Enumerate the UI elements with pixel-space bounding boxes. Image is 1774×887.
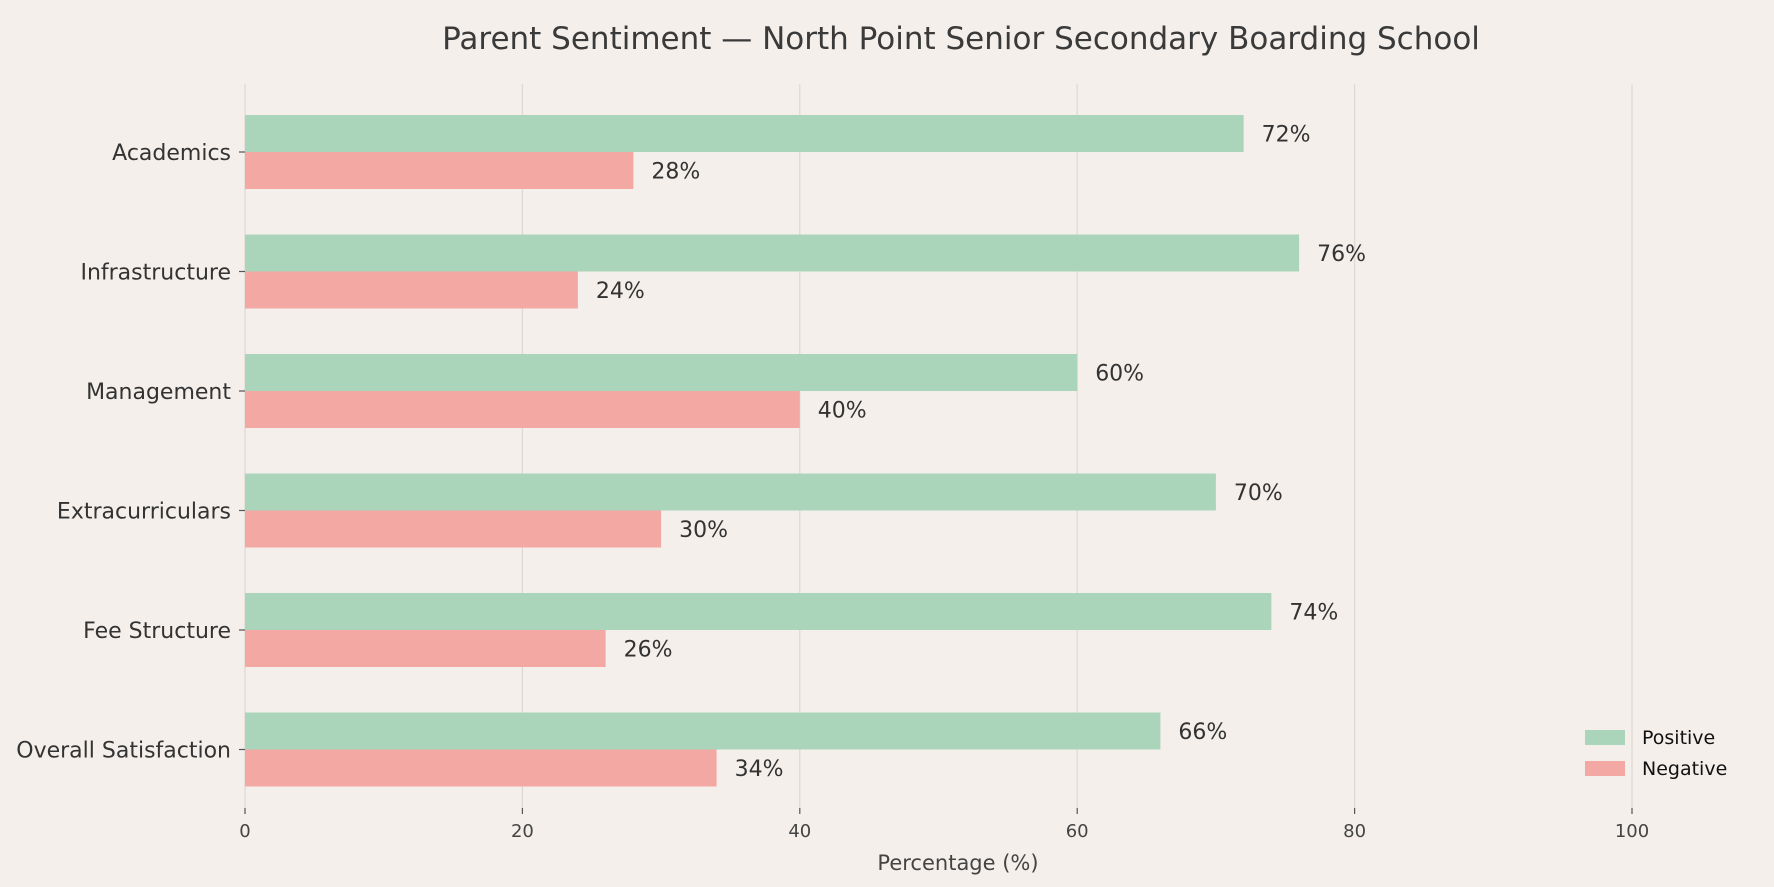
bar-positive — [245, 712, 1161, 750]
category-label: Extracurriculars — [57, 500, 231, 525]
bar-negative — [245, 271, 578, 309]
category-label: Management — [86, 380, 231, 405]
data-label-negative: 26% — [624, 638, 673, 663]
legend-item-positive[interactable]: Positive — [1585, 727, 1715, 749]
x-tick-label: 100 — [1615, 821, 1649, 842]
category-label: Overall Satisfaction — [16, 739, 231, 764]
bar-negative — [245, 630, 606, 667]
legend-swatch — [1585, 730, 1625, 745]
legend-item-negative[interactable]: Negative — [1585, 758, 1727, 780]
category-label: Fee Structure — [83, 619, 231, 644]
chart-title: Parent Sentiment — North Point Senior Se… — [442, 21, 1480, 57]
bar-positive — [245, 115, 1244, 152]
bar-negative — [245, 391, 800, 428]
legend-label: Positive — [1642, 727, 1715, 749]
x-axis-label: Percentage (%) — [877, 851, 1038, 875]
bar-positive — [245, 473, 1216, 511]
bars — [245, 115, 1300, 787]
data-label-positive: 74% — [1289, 601, 1338, 626]
data-label-negative: 34% — [735, 757, 784, 782]
category-axis: Academics Infrastructure Management Extracu… — [16, 141, 245, 764]
data-label-positive: 66% — [1178, 720, 1227, 745]
x-tick-label: 0 — [239, 821, 250, 842]
legend-label: Negative — [1642, 758, 1727, 780]
value-axis: 0 20 40 60 80 100 — [239, 808, 1649, 842]
bar-negative — [245, 152, 634, 189]
bar-positive — [245, 354, 1078, 391]
legend-swatch — [1585, 761, 1625, 776]
legend[interactable]: Positive Negative — [1585, 727, 1727, 780]
x-tick-label: 60 — [1066, 821, 1089, 842]
category-label: Infrastructure — [80, 261, 231, 286]
data-labels: 72% 28% 76% 24% 60% 40% 70% 30% 74% 26% 66% 34% — [596, 123, 1366, 783]
data-label-positive: 70% — [1234, 481, 1283, 506]
data-label-negative: 40% — [818, 399, 867, 424]
data-label-positive: 60% — [1095, 362, 1144, 387]
data-label-positive: 72% — [1262, 123, 1311, 148]
x-tick-label: 40 — [788, 821, 811, 842]
category-label: Academics — [112, 141, 231, 166]
bar-negative — [245, 749, 717, 787]
bar-positive — [245, 593, 1272, 630]
data-label-negative: 30% — [679, 518, 728, 543]
data-label-negative: 24% — [596, 279, 645, 304]
data-label-positive: 76% — [1317, 242, 1366, 267]
bar-positive — [245, 234, 1300, 272]
grid — [244, 84, 1633, 808]
data-label-negative: 28% — [651, 160, 700, 185]
bar-negative — [245, 510, 662, 548]
x-tick-label: 20 — [511, 821, 534, 842]
x-tick-label: 80 — [1343, 821, 1366, 842]
